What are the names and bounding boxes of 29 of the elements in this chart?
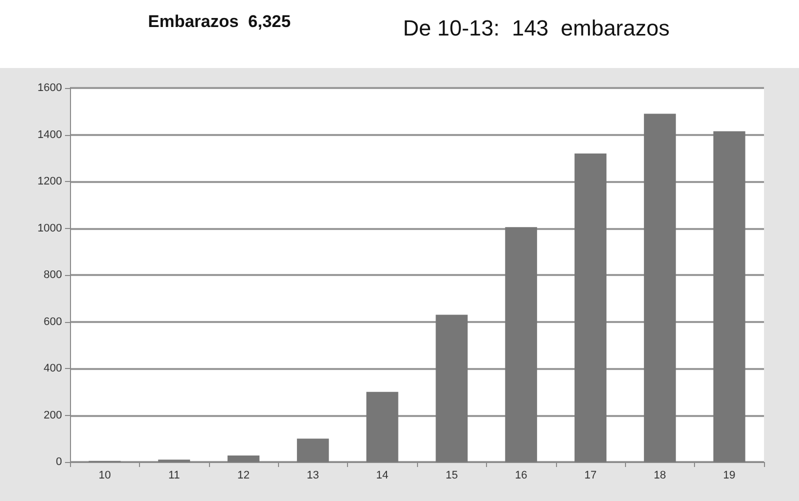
x-tick-label: 14 — [376, 470, 388, 482]
y-tick-label: 1000 — [38, 222, 62, 234]
y-tick-label: 1400 — [38, 128, 62, 141]
x-tick-label: 16 — [514, 470, 528, 482]
bar — [574, 153, 606, 462]
x-tick-label: 19 — [723, 470, 736, 482]
chart-subtitle: De 10-13: 143 embarazos — [403, 16, 670, 40]
y-tick-label: 800 — [44, 269, 62, 281]
x-tick-label: 17 — [584, 470, 597, 482]
bar — [296, 438, 329, 462]
y-tick-label: 0 — [56, 456, 62, 468]
x-tick-label: 10 — [98, 470, 111, 482]
y-tick-label: 200 — [44, 409, 62, 422]
x-tick-label: 11 — [168, 470, 180, 482]
bar — [228, 455, 260, 462]
y-tick-label: 1600 — [38, 82, 62, 94]
y-tick-label: 400 — [44, 362, 62, 374]
bar — [713, 131, 746, 462]
bar — [505, 227, 538, 462]
y-tick-label: 600 — [44, 316, 62, 328]
bar — [366, 392, 398, 462]
x-tick-label: 15 — [446, 470, 458, 482]
x-tick-label: 18 — [654, 470, 666, 482]
chart-title: Embarazos 6,325 — [148, 12, 291, 31]
x-tick-label: 12 — [237, 470, 250, 482]
bar — [644, 114, 676, 462]
bar — [436, 314, 468, 462]
y-tick-label: 1200 — [38, 176, 62, 188]
x-tick-label: 13 — [306, 470, 320, 482]
